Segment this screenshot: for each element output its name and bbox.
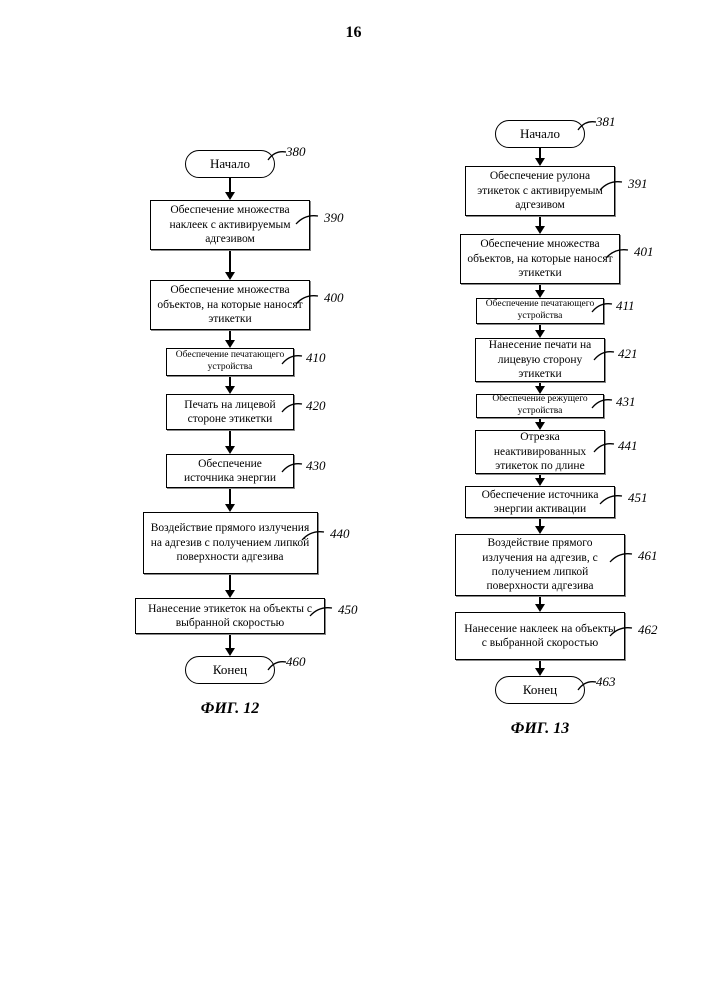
arrow — [90, 250, 370, 280]
ref-391: 391 — [628, 176, 648, 192]
process-411: Обеспечение печатающего устройства — [476, 298, 604, 324]
figure-caption: ФИГ. 12 — [90, 700, 370, 718]
process-461: Воздействие прямого излучения на адгезив… — [455, 534, 625, 596]
process-441: Отрезка неактивированных этикеток по дли… — [475, 430, 605, 474]
ref-label: 441 — [618, 438, 638, 453]
arrow — [400, 284, 680, 298]
ref-430: 430 — [306, 458, 326, 474]
ref-440: 440 — [330, 526, 350, 542]
arrow — [400, 382, 680, 394]
ref-411: 411 — [616, 298, 635, 314]
arrow — [400, 324, 680, 338]
figure-caption: ФИГ. 13 — [400, 720, 680, 738]
arrow — [400, 148, 680, 166]
arrow — [90, 178, 370, 200]
process-420: Печать на лицевой стороне этикетки — [166, 394, 294, 430]
arrow — [90, 634, 370, 656]
ref-label: 463 — [596, 674, 616, 689]
terminator-463: Конец — [495, 676, 585, 704]
ref-431: 431 — [616, 394, 636, 410]
process-410: Обеспечение печатающего устройства — [166, 348, 294, 376]
arrow — [90, 330, 370, 348]
ref-label: 430 — [306, 458, 326, 473]
ref-410: 410 — [306, 350, 326, 366]
ref-451: 451 — [628, 490, 648, 506]
ref-463: 463 — [596, 674, 616, 690]
process-451: Обеспечение источника энергии активации — [465, 486, 615, 518]
process-462: Нанесение наклеек на объекты с выбранной… — [455, 612, 625, 660]
ref-label: 421 — [618, 346, 638, 361]
arrow — [400, 596, 680, 612]
process-430: Обеспечение источника энергии — [166, 454, 294, 488]
ref-label: 400 — [324, 290, 344, 305]
ref-label: 380 — [286, 144, 306, 159]
ref-461: 461 — [638, 548, 658, 564]
process-421: Нанесение печати на лицевую сторону этик… — [475, 338, 605, 382]
arrow — [400, 660, 680, 676]
ref-381: 381 — [596, 114, 616, 130]
ref-450: 450 — [338, 602, 358, 618]
arrow — [400, 418, 680, 430]
arrow — [400, 474, 680, 486]
flowchart-fig13: Начало381Обеспечение рулона этикеток с а… — [400, 120, 680, 738]
arrow — [90, 488, 370, 512]
ref-label: 460 — [286, 654, 306, 669]
ref-462: 462 — [638, 622, 658, 638]
ref-label: 401 — [634, 244, 654, 259]
ref-label: 450 — [338, 602, 358, 617]
ref-label: 462 — [638, 622, 658, 637]
ref-401: 401 — [634, 244, 654, 260]
ref-label: 390 — [324, 210, 344, 225]
ref-420: 420 — [306, 398, 326, 414]
arrow — [90, 376, 370, 394]
arrow — [400, 216, 680, 234]
ref-380: 380 — [286, 144, 306, 160]
ref-460: 460 — [286, 654, 306, 670]
process-391: Обеспечение рулона этикеток с активируем… — [465, 166, 615, 216]
process-401: Обеспечение множества объектов, на котор… — [460, 234, 620, 284]
ref-label: 410 — [306, 350, 326, 365]
ref-label: 391 — [628, 176, 648, 191]
ref-label: 420 — [306, 398, 326, 413]
arrow — [400, 518, 680, 534]
ref-label: 431 — [616, 394, 636, 409]
process-400: Обеспечение множества объектов, на котор… — [150, 280, 310, 330]
ref-400: 400 — [324, 290, 344, 306]
ref-label: 411 — [616, 298, 635, 313]
ref-421: 421 — [618, 346, 638, 362]
flowchart-fig12: Начало380Обеспечение множества наклеек с… — [90, 150, 370, 718]
process-390: Обеспечение множества наклеек с активиру… — [150, 200, 310, 250]
ref-label: 381 — [596, 114, 616, 129]
terminator-380: Начало — [185, 150, 275, 178]
arrow — [90, 430, 370, 454]
ref-label: 440 — [330, 526, 350, 541]
process-440: Воздействие прямого излучения на адгезив… — [143, 512, 318, 574]
terminator-381: Начало — [495, 120, 585, 148]
ref-390: 390 — [324, 210, 344, 226]
ref-441: 441 — [618, 438, 638, 454]
arrow — [90, 574, 370, 598]
process-431: Обеспечение режущего устройства — [476, 394, 604, 418]
ref-label: 461 — [638, 548, 658, 563]
process-450: Нанесение этикеток на объекты с выбранно… — [135, 598, 325, 634]
ref-label: 451 — [628, 490, 648, 505]
terminator-460: Конец — [185, 656, 275, 684]
page-number: 16 — [0, 24, 707, 42]
